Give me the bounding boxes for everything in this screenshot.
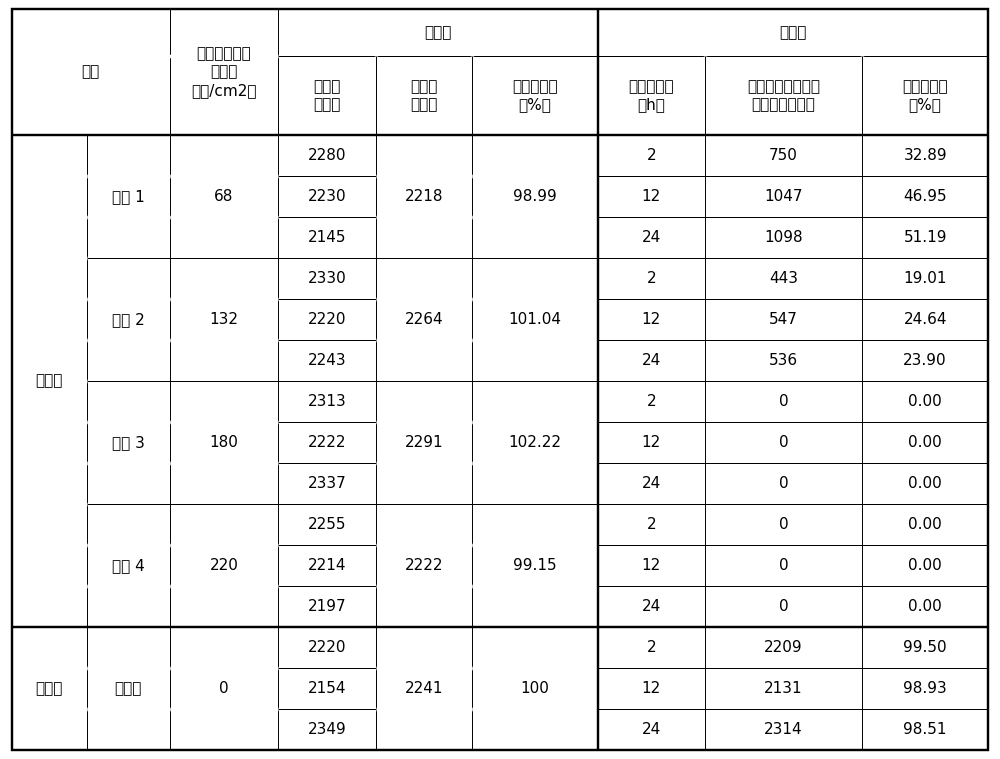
Text: 材料 3: 材料 3 (112, 435, 145, 450)
Text: 0: 0 (779, 517, 788, 532)
Text: 102.22: 102.22 (509, 435, 562, 450)
Text: 平均值
（粒）: 平均值 （粒） (411, 79, 438, 112)
Text: 2: 2 (646, 517, 656, 532)
Text: 2255: 2255 (308, 517, 347, 532)
Text: 2222: 2222 (308, 435, 347, 450)
Text: 产卵数
（粒）: 产卵数 （粒） (314, 79, 341, 112)
Text: 0: 0 (779, 558, 788, 573)
Text: 0: 0 (779, 476, 788, 491)
Text: 2131: 2131 (764, 681, 803, 696)
Text: 2: 2 (646, 394, 656, 409)
Text: 0.00: 0.00 (908, 476, 942, 491)
Text: 12: 12 (642, 558, 661, 573)
Text: 24: 24 (642, 230, 661, 245)
Text: 99.15: 99.15 (513, 558, 557, 573)
Text: 2243: 2243 (308, 353, 347, 368)
Text: 24: 24 (642, 599, 661, 614)
Text: 2330: 2330 (308, 271, 347, 286)
Text: 2220: 2220 (308, 312, 347, 327)
Text: 1047: 1047 (764, 189, 803, 204)
Text: 0.00: 0.00 (908, 517, 942, 532)
Text: 0: 0 (779, 599, 788, 614)
Text: 23.90: 23.90 (903, 353, 947, 368)
Text: 99.50: 99.50 (903, 640, 947, 655)
Text: 2: 2 (646, 640, 656, 655)
Text: 2209: 2209 (764, 640, 803, 655)
Text: 2220: 2220 (308, 640, 347, 655)
Text: 0.00: 0.00 (908, 435, 942, 450)
Text: 19.01: 19.01 (903, 271, 947, 286)
Text: 材料 4: 材料 4 (112, 558, 145, 573)
Text: 0: 0 (779, 394, 788, 409)
Text: 51.19: 51.19 (903, 230, 947, 245)
Text: 2241: 2241 (405, 681, 444, 696)
Text: 2349: 2349 (308, 722, 347, 737)
Text: 2214: 2214 (308, 558, 347, 573)
Text: 2145: 2145 (308, 230, 347, 245)
Text: 2314: 2314 (764, 722, 803, 737)
Text: 0: 0 (219, 681, 229, 696)
Text: 2313: 2313 (308, 394, 347, 409)
Text: 处理: 处理 (82, 65, 100, 80)
Text: 180: 180 (210, 435, 238, 450)
Text: 2: 2 (646, 271, 656, 286)
Text: 2154: 2154 (308, 681, 347, 696)
Text: 24: 24 (642, 353, 661, 368)
Text: 产卵量: 产卵量 (425, 25, 452, 40)
Text: 蚕连纸: 蚕连纸 (114, 681, 142, 696)
Text: 101.04: 101.04 (509, 312, 562, 327)
Text: 98.93: 98.93 (903, 681, 947, 696)
Text: 2337: 2337 (308, 476, 347, 491)
Text: 98.99: 98.99 (513, 189, 557, 204)
Text: 2222: 2222 (405, 558, 444, 573)
Text: 547: 547 (769, 312, 798, 327)
Text: 2264: 2264 (405, 312, 444, 327)
Text: 46.95: 46.95 (903, 189, 947, 204)
Text: 98.51: 98.51 (903, 722, 947, 737)
Text: 2291: 2291 (405, 435, 444, 450)
Text: 2230: 2230 (308, 189, 347, 204)
Text: 12: 12 (642, 189, 661, 204)
Text: 12: 12 (642, 312, 661, 327)
Text: 实验组: 实验组 (36, 373, 63, 389)
Text: 2280: 2280 (308, 148, 347, 163)
Text: 尼龙压纹膜压
纹密度
（个/cm2）: 尼龙压纹膜压 纹密度 （个/cm2） (191, 46, 257, 98)
Text: 32.89: 32.89 (903, 148, 947, 163)
Text: 220: 220 (210, 558, 238, 573)
Text: 0.00: 0.00 (908, 558, 942, 573)
Text: 0.00: 0.00 (908, 394, 942, 409)
Text: 68: 68 (214, 189, 234, 204)
Text: 材料 2: 材料 2 (112, 312, 145, 327)
Text: 100: 100 (521, 681, 550, 696)
Text: 132: 132 (210, 312, 239, 327)
Text: 2218: 2218 (405, 189, 444, 204)
Text: 产卵后不同时间粘
附蚕卵数（粒）: 产卵后不同时间粘 附蚕卵数（粒） (747, 79, 820, 112)
Text: 24.64: 24.64 (903, 312, 947, 327)
Text: 24: 24 (642, 476, 661, 491)
Text: 2: 2 (646, 148, 656, 163)
Text: 750: 750 (769, 148, 798, 163)
Text: 相对粘附率
（%）: 相对粘附率 （%） (902, 79, 948, 112)
Text: 产卵量指数
（%）: 产卵量指数 （%） (512, 79, 558, 112)
Text: 536: 536 (769, 353, 798, 368)
Text: 443: 443 (769, 271, 798, 286)
Text: 0: 0 (779, 435, 788, 450)
Text: 1098: 1098 (764, 230, 803, 245)
Text: 0.00: 0.00 (908, 599, 942, 614)
Text: 产卵后时间
（h）: 产卵后时间 （h） (628, 79, 674, 112)
Text: 12: 12 (642, 435, 661, 450)
Text: 12: 12 (642, 681, 661, 696)
Text: 附着率: 附着率 (779, 25, 807, 40)
Text: 材料 1: 材料 1 (112, 189, 145, 204)
Text: 2197: 2197 (308, 599, 347, 614)
Text: 对照组: 对照组 (36, 681, 63, 696)
Text: 24: 24 (642, 722, 661, 737)
